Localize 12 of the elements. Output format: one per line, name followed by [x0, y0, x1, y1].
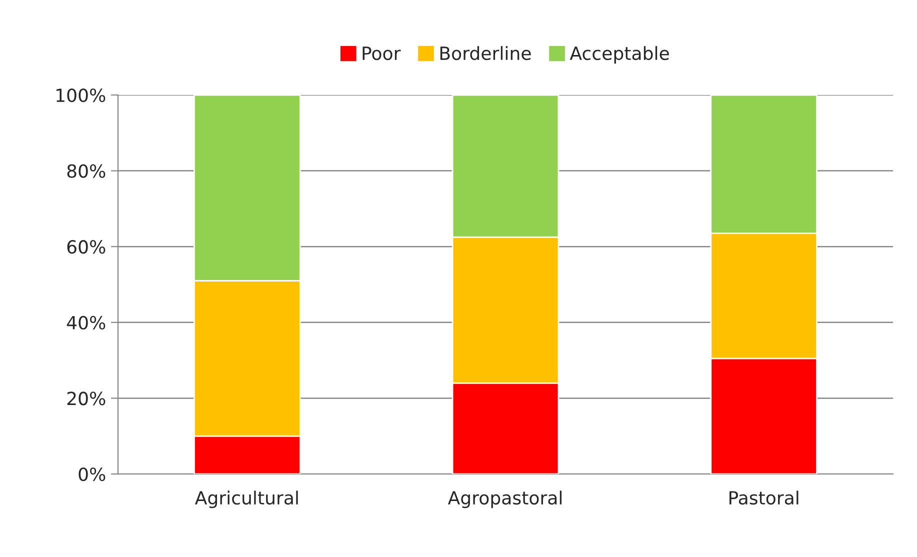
x-tick-label: Pastoral: [730, 490, 798, 505]
x-tick-label: Agropastoral: [448, 490, 562, 508]
y-tick-label: 80%: [67, 164, 106, 178]
legend-label: Borderline: [440, 46, 531, 60]
y-tick-label: 20%: [67, 392, 106, 406]
y-tick-label: 0%: [78, 467, 106, 482]
y-tick-label: 100%: [56, 88, 106, 102]
x-tick-label: Agricultural: [194, 490, 298, 508]
y-tick-label: 60%: [67, 240, 106, 254]
y-tick-label: 40%: [66, 316, 106, 330]
legend-label: Acceptable: [570, 46, 669, 64]
legend-label: Poor: [362, 46, 401, 60]
